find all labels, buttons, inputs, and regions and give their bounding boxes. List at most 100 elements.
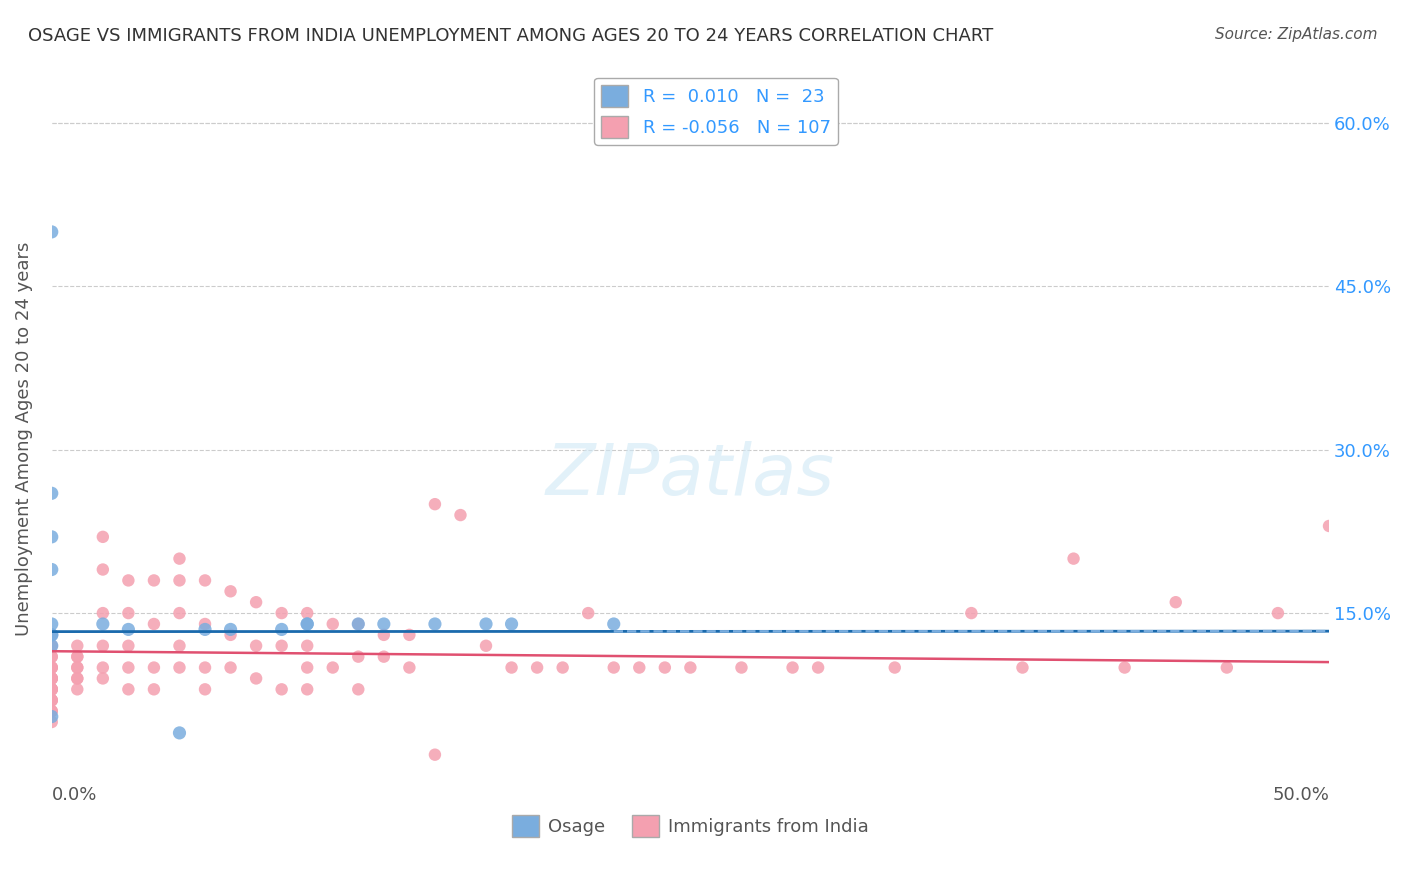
Point: [245, 639, 267, 653]
Point: [782, 660, 804, 674]
Point: [91, 606, 114, 620]
Point: [142, 574, 165, 588]
Point: [1267, 606, 1289, 620]
Point: [41, 672, 63, 686]
Point: [91, 660, 114, 674]
Text: 50.0%: 50.0%: [1272, 786, 1329, 804]
Point: [526, 660, 548, 674]
Point: [1216, 660, 1239, 674]
Point: [41, 714, 63, 729]
Point: [41, 660, 63, 674]
Point: [169, 726, 191, 740]
Point: [270, 623, 292, 637]
Point: [501, 617, 523, 632]
Point: [295, 682, 318, 697]
Point: [117, 606, 139, 620]
Point: [423, 497, 446, 511]
Point: [169, 574, 191, 588]
Point: [219, 660, 242, 674]
Point: [194, 623, 217, 637]
Point: [603, 660, 626, 674]
Point: [41, 682, 63, 697]
Point: [501, 660, 523, 674]
Point: [41, 649, 63, 664]
Point: [194, 682, 217, 697]
Point: [66, 660, 89, 674]
Point: [347, 649, 370, 664]
Point: [576, 606, 599, 620]
Point: [450, 508, 472, 522]
Point: [219, 628, 242, 642]
Point: [679, 660, 702, 674]
Point: [41, 639, 63, 653]
Point: [245, 595, 267, 609]
Point: [41, 628, 63, 642]
Text: Source: ZipAtlas.com: Source: ZipAtlas.com: [1215, 27, 1378, 42]
Point: [41, 562, 63, 576]
Point: [66, 672, 89, 686]
Point: [41, 709, 63, 723]
Point: [41, 225, 63, 239]
Point: [41, 649, 63, 664]
Point: [398, 628, 420, 642]
Point: [142, 660, 165, 674]
Point: [66, 660, 89, 674]
Point: [807, 660, 830, 674]
Point: [1369, 660, 1392, 674]
Point: [41, 628, 63, 642]
Point: [91, 672, 114, 686]
Point: [41, 660, 63, 674]
Point: [41, 693, 63, 707]
Y-axis label: Unemployment Among Ages 20 to 24 years: Unemployment Among Ages 20 to 24 years: [15, 242, 32, 636]
Point: [117, 574, 139, 588]
Point: [960, 606, 983, 620]
Point: [91, 617, 114, 632]
Point: [654, 660, 676, 674]
Point: [117, 682, 139, 697]
Point: [628, 660, 651, 674]
Point: [66, 672, 89, 686]
Point: [1317, 519, 1340, 533]
Point: [41, 617, 63, 632]
Point: [41, 530, 63, 544]
Point: [41, 486, 63, 500]
Point: [245, 672, 267, 686]
Text: 0.0%: 0.0%: [52, 786, 97, 804]
Point: [41, 693, 63, 707]
Point: [295, 617, 318, 632]
Point: [270, 606, 292, 620]
Point: [347, 617, 370, 632]
Point: [373, 649, 395, 664]
Point: [41, 693, 63, 707]
Point: [1114, 660, 1136, 674]
Point: [91, 562, 114, 576]
Point: [66, 649, 89, 664]
Point: [142, 617, 165, 632]
Text: ZIPatlas: ZIPatlas: [546, 442, 835, 510]
Text: OSAGE VS IMMIGRANTS FROM INDIA UNEMPLOYMENT AMONG AGES 20 TO 24 YEARS CORRELATIO: OSAGE VS IMMIGRANTS FROM INDIA UNEMPLOYM…: [28, 27, 994, 45]
Point: [475, 617, 498, 632]
Point: [883, 660, 905, 674]
Point: [169, 639, 191, 653]
Legend: Osage, Immigrants from India: Osage, Immigrants from India: [505, 808, 876, 845]
Point: [423, 617, 446, 632]
Point: [91, 639, 114, 653]
Point: [219, 584, 242, 599]
Point: [373, 628, 395, 642]
Point: [347, 682, 370, 697]
Point: [41, 672, 63, 686]
Point: [41, 660, 63, 674]
Point: [41, 682, 63, 697]
Point: [295, 660, 318, 674]
Point: [295, 639, 318, 653]
Point: [295, 606, 318, 620]
Point: [194, 574, 217, 588]
Point: [91, 530, 114, 544]
Point: [347, 617, 370, 632]
Point: [41, 704, 63, 718]
Point: [194, 660, 217, 674]
Point: [117, 660, 139, 674]
Point: [219, 623, 242, 637]
Point: [41, 682, 63, 697]
Point: [423, 747, 446, 762]
